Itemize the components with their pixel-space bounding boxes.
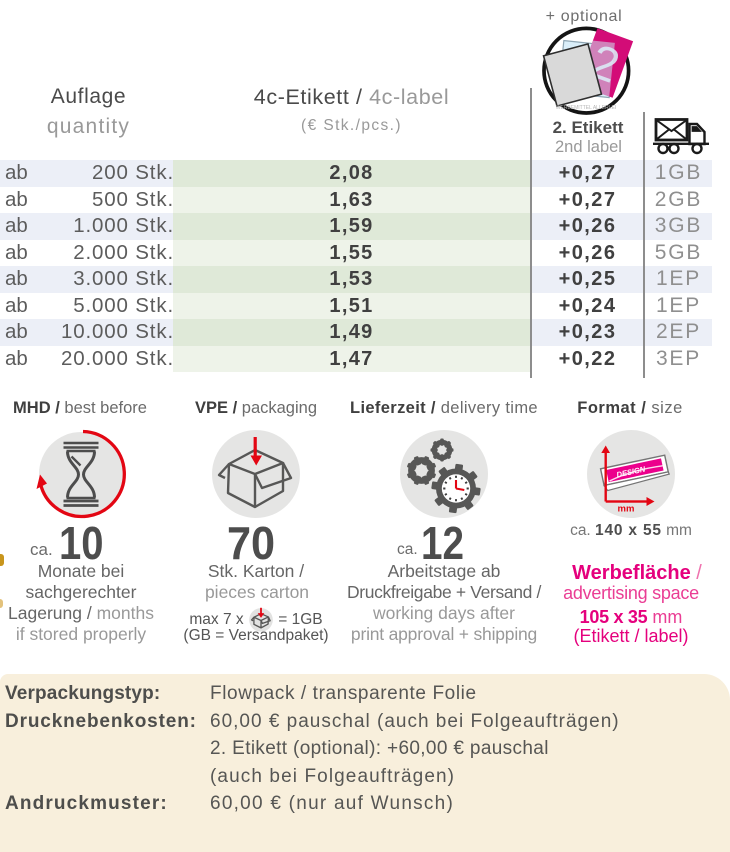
svg-text:mm: mm bbox=[618, 504, 635, 515]
